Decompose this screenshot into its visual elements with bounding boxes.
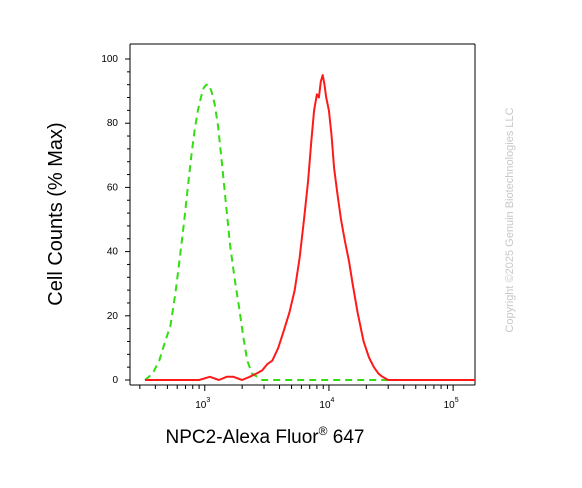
x-axis-title-superscript: ® [319, 424, 328, 438]
x-tick-label: 105 [444, 397, 459, 411]
y-tick-label: 0 [112, 375, 118, 386]
y-tick-label: 100 [101, 54, 118, 65]
copyright-watermark: Copyright ©2025 Genuin Biotechnologies L… [504, 107, 516, 332]
x-axis-title-suffix: 647 [327, 427, 364, 448]
y-tick-label: 20 [107, 311, 119, 322]
y-tick-label: 80 [107, 118, 119, 129]
y-tick-label: 60 [107, 182, 119, 193]
y-tick-label: 40 [107, 247, 119, 258]
x-axis-title-main: NPC2-Alexa Fluor [166, 427, 320, 448]
series-line-0 [144, 83, 404, 381]
series-layer [144, 74, 475, 381]
x-axis-title: NPC2-Alexa Fluor® 647 [166, 424, 365, 448]
x-tick-label: 103 [195, 397, 210, 411]
y-ticks: 0 20 40 60 80 100 [101, 54, 130, 386]
x-tick-label: 104 [319, 397, 334, 411]
series-line-1 [145, 74, 475, 381]
x-ticks: 103 104 105 [139, 385, 459, 411]
y-axis-title: Cell Counts (% Max) [45, 122, 67, 305]
